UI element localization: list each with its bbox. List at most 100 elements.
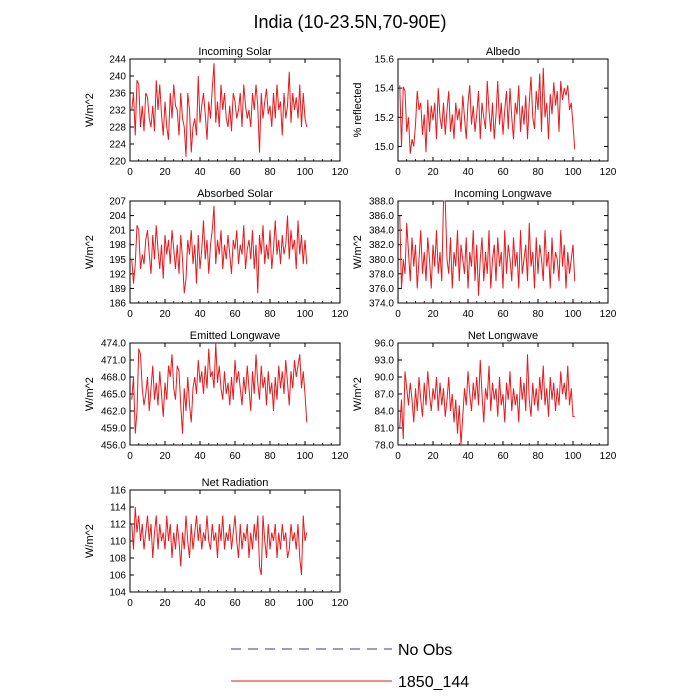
x-tick-label: 20 — [427, 451, 439, 462]
x-tick-label: 20 — [427, 167, 439, 178]
y-tick-label: 116 — [110, 486, 126, 497]
y-axis-label-emitted-longwave: W/m^2 — [84, 377, 96, 411]
x-tick-label: 20 — [427, 309, 439, 320]
y-tick-label: 224 — [109, 140, 126, 151]
y-tick-label: 376.0 — [369, 284, 394, 295]
x-tick-label: 120 — [332, 451, 349, 462]
y-axis-label-albedo: % reflected — [352, 82, 364, 137]
y-tick-label: 15.6 — [375, 55, 395, 66]
y-tick-label: 244 — [109, 55, 126, 66]
legend: No Obs 1850_144 — [231, 642, 469, 691]
x-tick-label: 80 — [532, 451, 544, 462]
y-tick-label: 112 — [110, 520, 126, 531]
x-tick-label: 120 — [600, 309, 617, 320]
x-tick-label: 80 — [264, 598, 276, 609]
x-tick-label: 20 — [159, 598, 171, 609]
y-tick-label: 189 — [109, 284, 126, 295]
x-tick-label: 80 — [532, 167, 544, 178]
y-tick-label: 384.0 — [369, 226, 394, 237]
y-tick-label: 78.0 — [375, 441, 395, 452]
x-tick-label: 0 — [395, 167, 401, 178]
x-tick-label: 0 — [127, 167, 133, 178]
series-line-1850-144-incoming-solar — [131, 63, 308, 157]
y-tick-label: 240 — [109, 72, 126, 83]
panel-emitted-longwave: Emitted Longwave W/m^2 0 20 40 60 80 100 120 456.… — [84, 330, 349, 462]
x-tick-label: 40 — [462, 309, 474, 320]
y-tick-label: 84.0 — [375, 407, 395, 418]
x-tick-label: 100 — [565, 309, 582, 320]
panel-absorbed-solar: Absorbed Solar W/m^2 0 20 40 60 80 100 120 186 189… — [84, 188, 349, 320]
x-tick-label: 60 — [497, 451, 509, 462]
x-tick-label: 60 — [229, 167, 241, 178]
panel-title-incoming-solar: Incoming Solar — [198, 46, 272, 58]
series-line-1850-144-net-longwave — [399, 354, 575, 446]
series-line-1850-144-albedo — [399, 67, 576, 154]
y-axis-label-incoming-longwave: W/m^2 — [352, 235, 364, 269]
y-tick-label: 459.0 — [101, 424, 126, 435]
x-tick-label: 80 — [532, 309, 544, 320]
x-tick-label: 120 — [332, 598, 349, 609]
series-line-1850-144-emitted-longwave — [131, 342, 308, 434]
y-tick-label: 81.0 — [375, 424, 395, 435]
x-tick-label: 100 — [297, 309, 314, 320]
y-tick-label: 104 — [109, 588, 126, 599]
x-tick-label: 40 — [194, 598, 206, 609]
x-tick-label: 20 — [159, 309, 171, 320]
x-tick-label: 80 — [264, 309, 276, 320]
y-tick-label: 90.0 — [375, 373, 395, 384]
plot-frame-albedo — [397, 58, 609, 162]
panel-title-absorbed-solar: Absorbed Solar — [197, 188, 273, 200]
y-tick-label: 388.0 — [369, 197, 394, 208]
y-tick-label: 15.0 — [375, 142, 395, 153]
y-tick-label: 456.0 — [101, 441, 126, 452]
series-line-1850-144-absorbed-solar — [131, 205, 308, 294]
x-tick-label: 60 — [229, 451, 241, 462]
y-tick-label: 378.0 — [369, 269, 394, 280]
x-tick-label: 40 — [194, 451, 206, 462]
y-tick-label: 110 — [110, 537, 126, 548]
x-tick-label: 40 — [194, 167, 206, 178]
y-tick-label: 198 — [109, 240, 126, 251]
x-tick-label: 120 — [332, 309, 349, 320]
y-tick-label: 471.0 — [101, 356, 126, 367]
x-tick-label: 0 — [127, 451, 133, 462]
y-tick-label: 201 — [109, 226, 126, 237]
x-tick-label: 100 — [297, 167, 314, 178]
panel-incoming-longwave: Incoming Longwave W/m^2 0 20 40 60 80 100 120 374… — [352, 188, 617, 320]
y-tick-label: 386.0 — [369, 211, 394, 222]
y-axis-label-incoming-solar: W/m^2 — [84, 93, 96, 127]
y-tick-label: 195 — [109, 255, 126, 266]
x-tick-label: 100 — [297, 451, 314, 462]
legend-label-no-obs: No Obs — [398, 642, 452, 659]
legend-label-1850-144: 1850_144 — [398, 674, 469, 691]
y-tick-label: 114 — [110, 503, 126, 514]
panel-title-net-longwave: Net Longwave — [468, 330, 538, 342]
x-tick-label: 0 — [395, 451, 401, 462]
x-tick-label: 80 — [264, 167, 276, 178]
panel-albedo: Albedo % reflected 0 20 40 60 80 100 120 15.0 15.2… — [352, 46, 617, 178]
x-tick-label: 120 — [332, 167, 349, 178]
panel-incoming-solar: Incoming Solar W/m^2 0 20 40 60 80 100 120 220 224… — [84, 46, 349, 178]
y-tick-label: 106 — [109, 571, 126, 582]
panel-title-emitted-longwave: Emitted Longwave — [190, 330, 281, 342]
figure-title: India (10-23.5N,70-90E) — [253, 12, 446, 32]
x-tick-label: 60 — [229, 598, 241, 609]
y-tick-label: 232 — [109, 106, 126, 117]
x-tick-label: 60 — [497, 309, 509, 320]
y-tick-label: 220 — [109, 157, 126, 168]
x-tick-label: 60 — [497, 167, 509, 178]
y-tick-label: 15.4 — [375, 84, 395, 95]
panel-net-radiation: Net Radiation W/m^2 0 20 40 60 80 100 120 104 106 1… — [84, 477, 349, 609]
y-tick-label: 93.0 — [375, 356, 395, 367]
y-axis-label-net-longwave: W/m^2 — [352, 377, 364, 411]
x-tick-label: 80 — [264, 451, 276, 462]
x-tick-label: 0 — [127, 598, 133, 609]
y-axis-label-net-radiation: W/m^2 — [84, 524, 96, 558]
x-tick-label: 40 — [462, 451, 474, 462]
series-line-1850-144-net-radiation — [131, 506, 308, 576]
x-tick-label: 40 — [194, 309, 206, 320]
y-tick-label: 87.0 — [375, 390, 395, 401]
y-tick-label: 468.0 — [101, 373, 126, 384]
x-tick-label: 20 — [159, 451, 171, 462]
